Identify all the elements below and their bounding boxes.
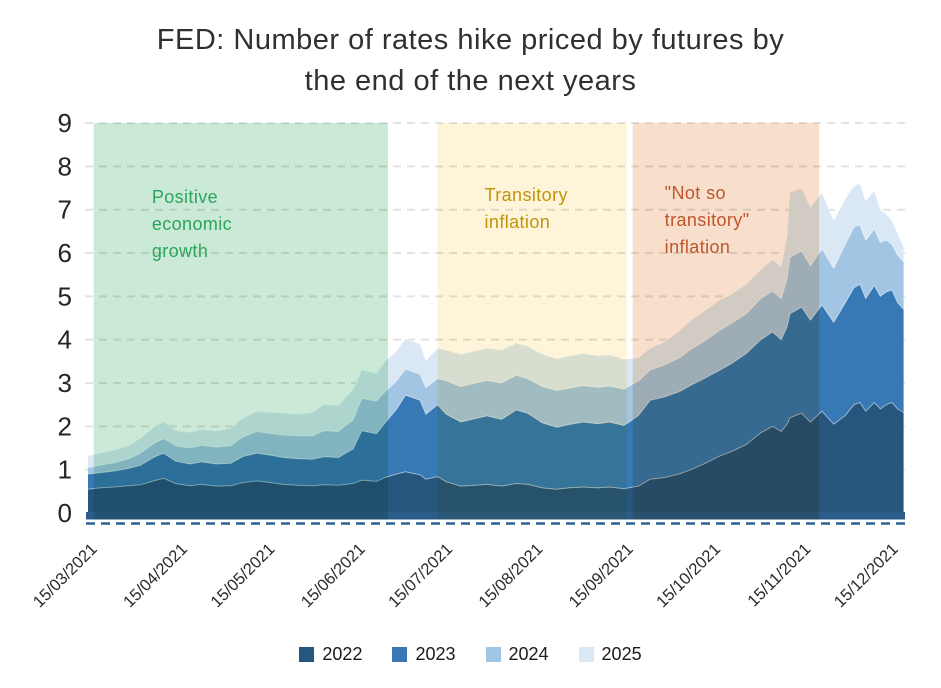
region-overlay-not-so-transitory-inflation bbox=[632, 123, 820, 520]
legend-swatch-2024 bbox=[485, 647, 501, 662]
legend: 2022 2023 2024 2025 bbox=[0, 644, 941, 665]
region-overlay-positive-economic-growth bbox=[93, 123, 389, 520]
legend-label-2025: 2025 bbox=[601, 644, 642, 664]
y-axis-label-0: 0 bbox=[58, 498, 72, 528]
y-axis-label-4: 4 bbox=[58, 325, 72, 355]
y-axis-label-6: 6 bbox=[58, 238, 72, 268]
legend-swatch-2025 bbox=[578, 647, 594, 662]
annotation-not-so-transitory-inflation: "Not so transitory" inflation bbox=[664, 183, 750, 257]
region-overlay-transitory-inflation bbox=[437, 123, 627, 520]
y-axis-label-1: 1 bbox=[58, 455, 72, 485]
legend-label-2022: 2022 bbox=[322, 644, 363, 664]
y-axis-label-9: 9 bbox=[58, 108, 72, 138]
chart-title: FED: Number of rates hike priced by futu… bbox=[0, 20, 941, 102]
y-axis-label-3: 3 bbox=[58, 368, 72, 398]
legend-label-2024: 2024 bbox=[508, 644, 549, 664]
y-axis-label-5: 5 bbox=[58, 281, 72, 311]
legend-swatch-2023 bbox=[392, 647, 408, 662]
legend-item-2024: 2024 bbox=[485, 644, 549, 665]
legend-item-2022: 2022 bbox=[299, 644, 362, 665]
y-axis-label-2: 2 bbox=[58, 411, 72, 441]
y-axis-label-7: 7 bbox=[58, 195, 72, 225]
annotation-transitory-inflation: Transitory inflation bbox=[484, 185, 568, 232]
legend-item-2025: 2025 bbox=[578, 644, 642, 665]
annotation-positive-economic-growth: Positive economic growth bbox=[151, 187, 233, 261]
legend-label-2023: 2023 bbox=[415, 644, 456, 664]
legend-item-2023: 2023 bbox=[392, 644, 456, 665]
y-axis-label-8: 8 bbox=[58, 151, 72, 181]
legend-swatch-2022 bbox=[299, 647, 315, 662]
chart-title-line1: FED: Number of rates hike priced by futu… bbox=[156, 24, 785, 56]
chart-title-line2: the end of the next years bbox=[304, 65, 637, 97]
